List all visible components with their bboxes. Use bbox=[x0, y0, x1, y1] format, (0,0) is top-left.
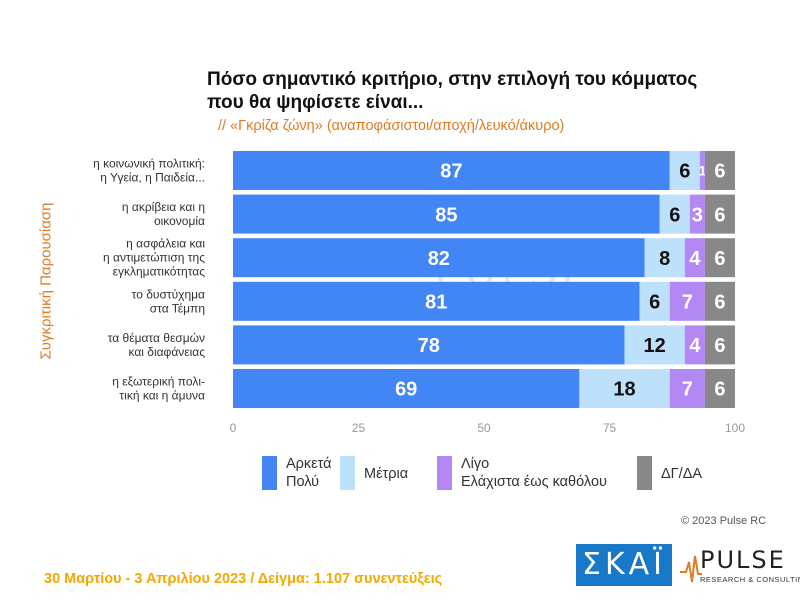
data-label: 78 bbox=[418, 335, 440, 357]
chart-subtitle: // «Γκρίζα ζώνη» (αναποφάσιστοι/αποχή/λε… bbox=[218, 118, 565, 134]
bar-segment bbox=[233, 151, 670, 190]
x-tick-label: 25 bbox=[352, 421, 366, 435]
bar-segment bbox=[704, 238, 735, 278]
bar-segment bbox=[579, 369, 670, 408]
bar-segment bbox=[233, 369, 580, 408]
chart-title-line-2: που θα ψηφίσετε είναι... bbox=[207, 92, 424, 113]
bar-segment bbox=[233, 238, 645, 278]
category-label: η αντιμετώπιση της bbox=[103, 251, 205, 265]
category-label: οικονομία bbox=[154, 214, 205, 228]
legend-label: Μέτρια bbox=[364, 466, 408, 482]
pulse-heartbeat-icon bbox=[680, 555, 702, 583]
data-label: 7 bbox=[682, 379, 693, 401]
data-label: 6 bbox=[649, 292, 660, 314]
category-label: η εξωτερική πολι- bbox=[112, 375, 205, 389]
x-tick-label: 75 bbox=[603, 421, 617, 435]
bar-segment bbox=[669, 151, 700, 190]
bar-segment bbox=[639, 281, 670, 321]
bar-segment bbox=[704, 194, 735, 234]
category-label: το δυστύχημα bbox=[132, 287, 205, 301]
data-label: 8 bbox=[659, 248, 670, 270]
pulse-logo: PULSE RESEARCH & CONSULTING bbox=[680, 546, 800, 590]
data-label: 4 bbox=[689, 248, 701, 270]
legend-label: Ελάχιστα έως καθόλου bbox=[461, 474, 607, 490]
bar-segment bbox=[684, 325, 705, 365]
data-label: 6 bbox=[714, 335, 725, 357]
legend-label: Πολύ bbox=[286, 474, 319, 490]
category-label: η ακρίβεια και η bbox=[122, 200, 205, 214]
x-tick-label: 50 bbox=[477, 421, 491, 435]
legend-swatch bbox=[262, 456, 277, 490]
legend-label: Λίγο bbox=[461, 456, 489, 472]
data-label: 6 bbox=[714, 161, 725, 183]
category-label: η κοινωνική πολιτική: bbox=[93, 157, 205, 171]
skai-logo: ΣΚΑΪ bbox=[576, 544, 672, 586]
data-label: 18 bbox=[613, 379, 635, 401]
bar-segment bbox=[233, 194, 660, 234]
category-label: η Υγεία, η Παιδεία... bbox=[100, 171, 205, 185]
legend-label: ΔΓ/ΔΑ bbox=[661, 466, 702, 482]
bar-segment bbox=[704, 369, 735, 408]
bar-segment bbox=[644, 238, 685, 278]
bar-segment bbox=[233, 281, 640, 321]
data-label: 3 bbox=[692, 204, 703, 226]
survey-footer: 30 Μαρτίου - 3 Απριλίου 2023 / Δείγμα: 1… bbox=[44, 571, 443, 587]
legend-swatch bbox=[437, 456, 452, 490]
bar-segment bbox=[684, 238, 705, 278]
bar-segment bbox=[704, 281, 735, 321]
bar-segment bbox=[704, 325, 735, 365]
data-label: 6 bbox=[714, 248, 725, 270]
bar-segment bbox=[689, 194, 705, 234]
data-label: 7 bbox=[682, 292, 693, 314]
x-tick-label: 0 bbox=[230, 421, 237, 435]
data-label: 6 bbox=[679, 161, 690, 183]
legend-label: Αρκετά bbox=[286, 456, 332, 472]
legend-swatch bbox=[637, 456, 652, 490]
chart-title: Πόσο σημαντικό κριτήριο, στην επιλογή το… bbox=[207, 68, 767, 114]
category-label: και διαφάνειας bbox=[128, 345, 205, 359]
pulse-logo-word: PULSE bbox=[700, 546, 786, 574]
data-label: 85 bbox=[435, 204, 457, 226]
category-label: εγκληματικότητας bbox=[113, 265, 206, 279]
data-label: 87 bbox=[440, 161, 462, 183]
x-tick-label: 100 bbox=[725, 421, 745, 435]
bar-segment bbox=[659, 194, 690, 234]
chart-title-line-1: Πόσο σημαντικό κριτήριο, στην επιλογή το… bbox=[207, 69, 698, 90]
legend-swatch bbox=[340, 456, 355, 490]
copyright-text: © 2023 Pulse RC bbox=[681, 515, 767, 527]
data-label: 81 bbox=[425, 292, 447, 314]
data-label: 6 bbox=[669, 204, 680, 226]
pulse-logo-subtitle: RESEARCH & CONSULTING bbox=[700, 575, 800, 584]
data-label: 4 bbox=[689, 335, 701, 357]
bar-segment bbox=[233, 325, 625, 365]
bar-segment bbox=[699, 151, 705, 190]
bar-segment bbox=[624, 325, 685, 365]
data-label: 69 bbox=[395, 379, 417, 401]
data-label: 6 bbox=[714, 292, 725, 314]
category-label: τική και η άμυνα bbox=[119, 389, 205, 403]
bar-segment bbox=[669, 369, 705, 408]
category-label: τα θέματα θεσμών bbox=[108, 331, 205, 345]
data-label: 82 bbox=[428, 248, 450, 270]
data-label: 6 bbox=[714, 379, 725, 401]
category-label: η ασφάλεια και bbox=[126, 237, 205, 251]
data-label: 1 bbox=[698, 163, 706, 179]
data-label: 6 bbox=[714, 204, 725, 226]
bar-segment bbox=[704, 151, 735, 190]
data-label: 12 bbox=[644, 335, 666, 357]
bar-segment bbox=[669, 281, 705, 321]
category-label: στα Τέμπη bbox=[150, 301, 205, 315]
